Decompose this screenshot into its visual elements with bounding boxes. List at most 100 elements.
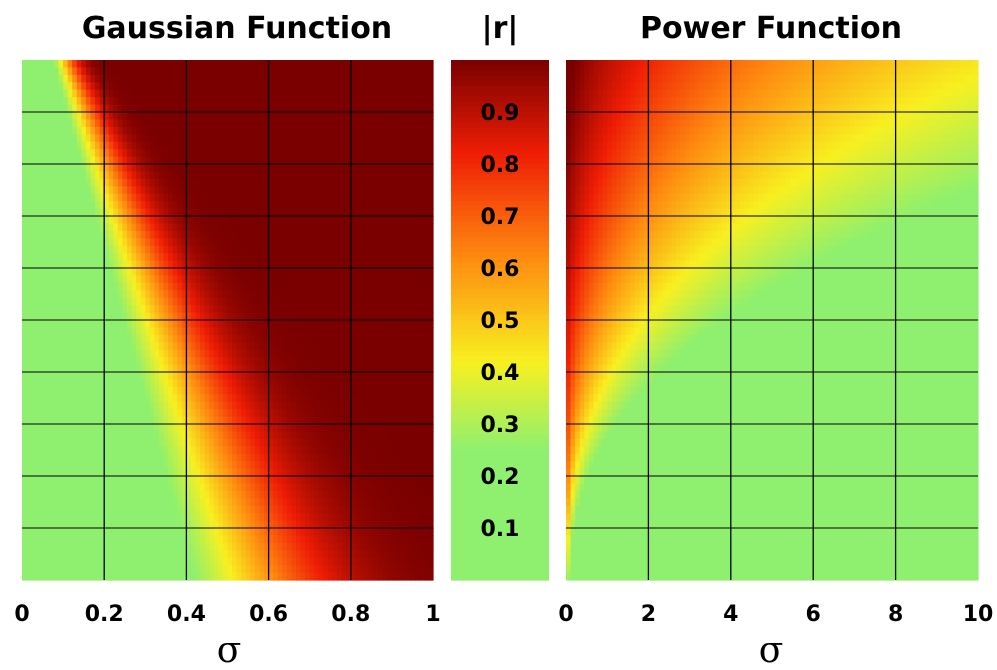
gaussian-cell bbox=[277, 386, 283, 395]
gaussian-cell bbox=[254, 528, 261, 537]
gaussian-cell bbox=[122, 134, 128, 143]
gaussian-cell bbox=[241, 349, 247, 358]
gaussian-cell bbox=[31, 216, 37, 225]
gaussian-cell bbox=[154, 320, 160, 329]
gaussian-cell bbox=[22, 468, 28, 477]
gaussian-cell bbox=[145, 186, 151, 195]
gaussian-cell bbox=[190, 119, 197, 128]
gaussian-cell bbox=[318, 268, 324, 277]
gaussian-cell bbox=[282, 67, 288, 76]
gaussian-cell bbox=[195, 483, 201, 492]
gaussian-cell bbox=[149, 386, 156, 395]
gaussian-cell bbox=[241, 401, 247, 410]
gaussian-cell bbox=[277, 253, 283, 262]
gaussian-cell bbox=[250, 112, 256, 121]
gaussian-cell bbox=[341, 505, 347, 514]
gaussian-cell bbox=[113, 431, 119, 440]
gaussian-cell bbox=[127, 446, 133, 455]
gaussian-cell bbox=[300, 401, 306, 410]
gaussian-cell bbox=[67, 119, 73, 128]
gaussian-cell bbox=[186, 498, 192, 507]
gaussian-cell bbox=[26, 186, 32, 195]
gaussian-cell bbox=[63, 149, 69, 158]
gaussian-cell bbox=[67, 520, 73, 529]
gaussian-cell bbox=[76, 201, 82, 210]
gaussian-cell bbox=[218, 60, 224, 69]
gaussian-cell bbox=[296, 416, 302, 425]
gaussian-cell bbox=[72, 312, 78, 321]
gaussian-cell bbox=[81, 334, 87, 343]
gaussian-cell bbox=[145, 230, 151, 239]
gaussian-cell bbox=[67, 498, 73, 507]
gaussian-cell bbox=[53, 282, 60, 291]
gaussian-cell bbox=[291, 513, 297, 522]
gaussian-cell bbox=[232, 349, 238, 358]
gaussian-cell bbox=[145, 476, 151, 485]
gaussian-cell bbox=[218, 416, 224, 425]
gaussian-cell bbox=[213, 97, 219, 106]
gaussian-cell bbox=[122, 357, 128, 366]
gaussian-cell bbox=[145, 550, 151, 559]
gaussian-cell bbox=[163, 550, 169, 559]
gaussian-cell bbox=[159, 342, 165, 351]
gaussian-cell bbox=[22, 149, 28, 158]
gaussian-cell bbox=[177, 290, 183, 299]
gaussian-cell bbox=[63, 253, 69, 262]
gaussian-cell bbox=[145, 126, 151, 135]
gaussian-cell bbox=[49, 74, 55, 83]
gaussian-cell bbox=[268, 223, 274, 232]
gaussian-cell bbox=[204, 230, 210, 239]
gaussian-cell bbox=[76, 416, 82, 425]
gaussian-cell bbox=[227, 535, 233, 544]
gaussian-cell bbox=[327, 89, 334, 98]
gaussian-cell bbox=[245, 112, 251, 121]
gaussian-cell bbox=[259, 60, 265, 69]
gaussian-cell bbox=[104, 513, 110, 522]
gaussian-cell bbox=[76, 126, 82, 135]
gaussian-cell bbox=[67, 446, 73, 455]
gaussian-cell bbox=[236, 275, 242, 284]
gaussian-cell bbox=[90, 416, 96, 425]
gaussian-cell bbox=[245, 550, 251, 559]
gaussian-cell bbox=[268, 126, 274, 135]
gaussian-cell bbox=[76, 409, 82, 418]
gaussian-cell bbox=[282, 364, 288, 373]
gaussian-cell bbox=[159, 305, 165, 314]
gaussian-cell bbox=[131, 572, 137, 581]
gaussian-cell bbox=[250, 401, 256, 410]
gaussian-cell bbox=[154, 535, 160, 544]
gaussian-cell bbox=[327, 557, 334, 566]
gaussian-cell bbox=[58, 112, 64, 121]
gaussian-cell bbox=[250, 216, 256, 225]
gaussian-cell bbox=[26, 305, 32, 314]
gaussian-cell bbox=[163, 193, 169, 202]
gaussian-cell bbox=[159, 290, 165, 299]
gaussian-cell bbox=[300, 334, 306, 343]
gaussian-cell bbox=[168, 82, 174, 91]
gaussian-cell bbox=[296, 268, 302, 277]
gaussian-cell bbox=[159, 520, 165, 529]
gaussian-cell bbox=[172, 74, 178, 83]
gaussian-cell bbox=[22, 282, 28, 291]
gaussian-cell bbox=[90, 431, 96, 440]
gaussian-cell bbox=[318, 141, 324, 150]
gaussian-cell bbox=[314, 282, 320, 291]
gaussian-cell bbox=[213, 334, 219, 343]
gaussian-cell bbox=[264, 208, 270, 217]
gaussian-cell bbox=[90, 446, 96, 455]
gaussian-cell bbox=[200, 409, 206, 418]
gaussian-cell bbox=[337, 357, 343, 366]
gaussian-cell bbox=[300, 535, 306, 544]
gaussian-cell bbox=[104, 557, 110, 566]
gaussian-cell bbox=[49, 483, 55, 492]
gaussian-cell bbox=[327, 164, 334, 173]
gaussian-cell bbox=[131, 223, 137, 232]
gaussian-cell bbox=[245, 416, 251, 425]
gaussian-cell bbox=[337, 104, 343, 113]
gaussian-cell bbox=[277, 535, 283, 544]
gaussian-cell bbox=[63, 82, 69, 91]
gaussian-cell bbox=[67, 565, 73, 574]
gaussian-cell bbox=[44, 513, 50, 522]
gaussian-cell bbox=[314, 305, 320, 314]
gaussian-cell bbox=[95, 134, 101, 143]
